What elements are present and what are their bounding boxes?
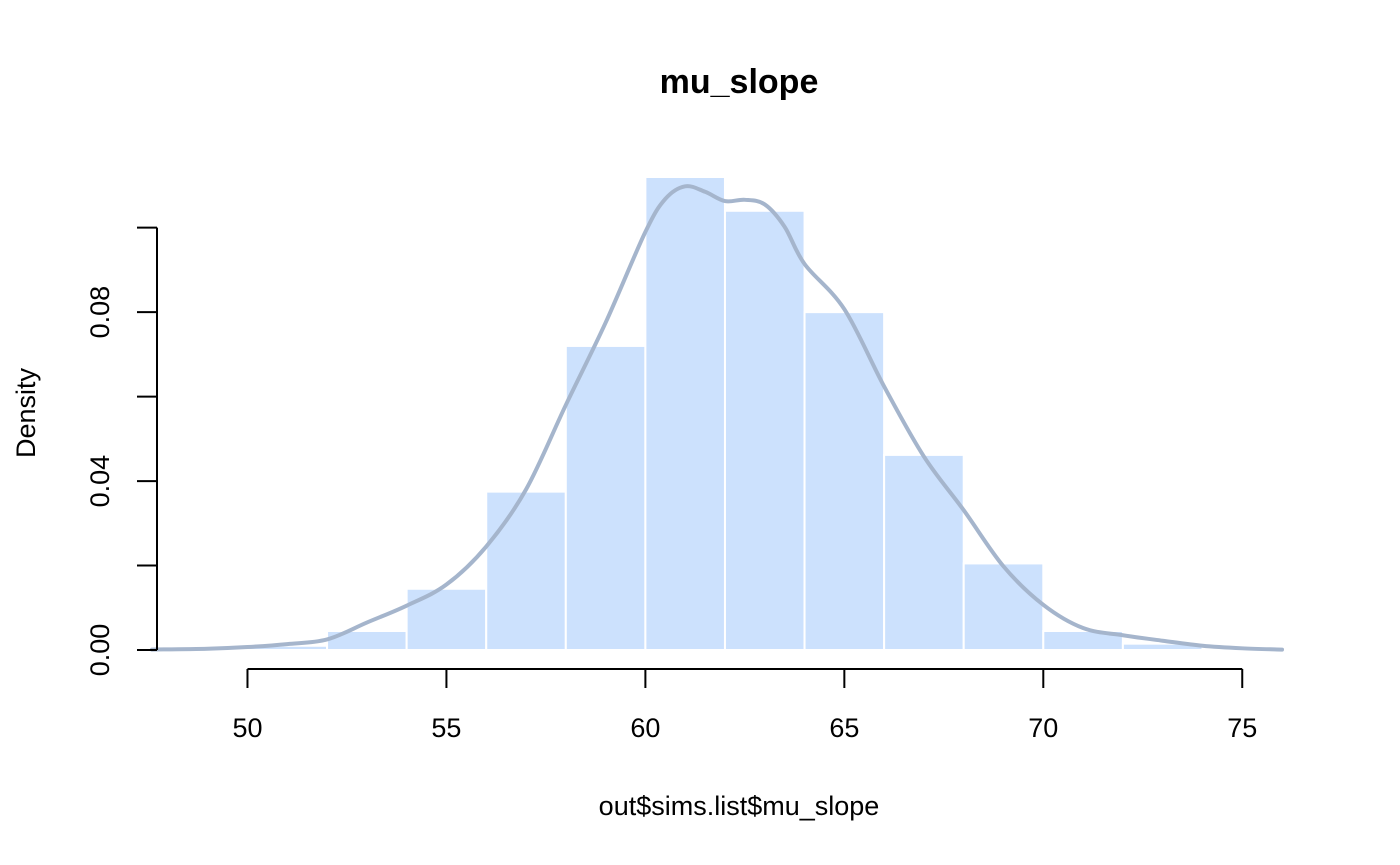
histogram-bar — [723, 209, 806, 652]
histogram-bar — [644, 176, 726, 651]
y-axis-label: Density — [11, 367, 41, 458]
x-tick-label: 70 — [1028, 713, 1058, 743]
y-axis: 0.00 0.04 0.08 — [85, 226, 158, 677]
x-tick-label: 65 — [829, 713, 859, 743]
density-curve — [149, 184, 1285, 652]
x-axis-label: out$sims.list$mu_slope — [599, 791, 880, 821]
histogram-bar — [883, 453, 965, 652]
histogram-bars — [246, 176, 1204, 652]
histogram-bar — [962, 562, 1045, 652]
x-tick-label: 50 — [232, 713, 262, 743]
histogram-bar — [564, 344, 647, 651]
x-tick-label: 55 — [431, 713, 461, 743]
chart-title: mu_slope — [660, 63, 819, 101]
histogram-bar — [485, 490, 567, 651]
histogram-bar — [1042, 629, 1124, 652]
x-tick-label: 75 — [1227, 713, 1257, 743]
x-tick-label: 60 — [630, 713, 660, 743]
x-axis: 50 55 60 65 70 75 — [232, 668, 1257, 743]
y-tick-label: 0.00 — [85, 624, 115, 677]
y-tick-label: 0.08 — [85, 286, 115, 339]
y-tick-label: 0.04 — [85, 455, 115, 508]
